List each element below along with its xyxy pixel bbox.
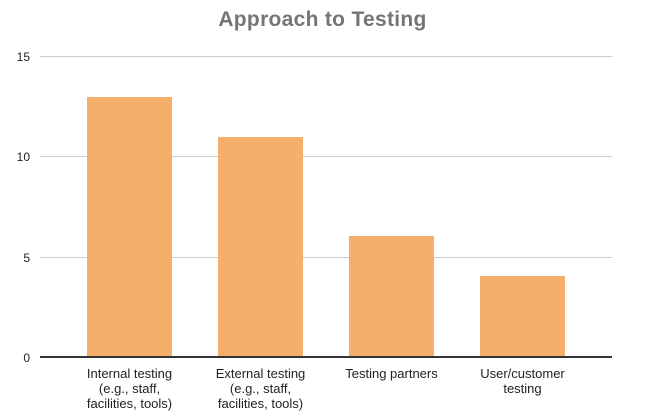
bar-column xyxy=(64,57,195,356)
bar-column xyxy=(457,57,588,356)
bars-layer xyxy=(64,57,588,356)
bar xyxy=(86,96,173,356)
bar xyxy=(348,236,435,356)
x-axis-category-label: User/customer testing xyxy=(480,366,565,396)
y-axis-tick-label: 0 xyxy=(23,351,30,365)
bar-column xyxy=(326,57,457,356)
chart-title: Approach to Testing xyxy=(218,8,427,31)
plot-area: 0 5 10 15 Internal testing (e.g., staff, fa… xyxy=(17,50,612,411)
x-axis-category-label: Testing partners xyxy=(345,366,438,381)
x-axis-category-label: Internal testing (e.g., staff, facilitie… xyxy=(86,366,173,411)
y-axis-tick-label: 5 xyxy=(23,250,30,265)
x-axis-line xyxy=(40,356,612,358)
bar-column xyxy=(195,57,326,356)
x-axis-category-label: External testing (e.g., staff, facilitie… xyxy=(215,366,306,411)
gridline xyxy=(40,256,612,258)
bar xyxy=(479,276,566,356)
gridline xyxy=(40,156,612,158)
gridline xyxy=(40,56,612,57)
x-axis-labels: Internal testing (e.g., staff, facilitie… xyxy=(64,366,588,411)
y-axis-tick-label: 10 xyxy=(16,150,30,165)
bar xyxy=(217,136,304,356)
y-axis-tick-label: 15 xyxy=(16,50,30,64)
